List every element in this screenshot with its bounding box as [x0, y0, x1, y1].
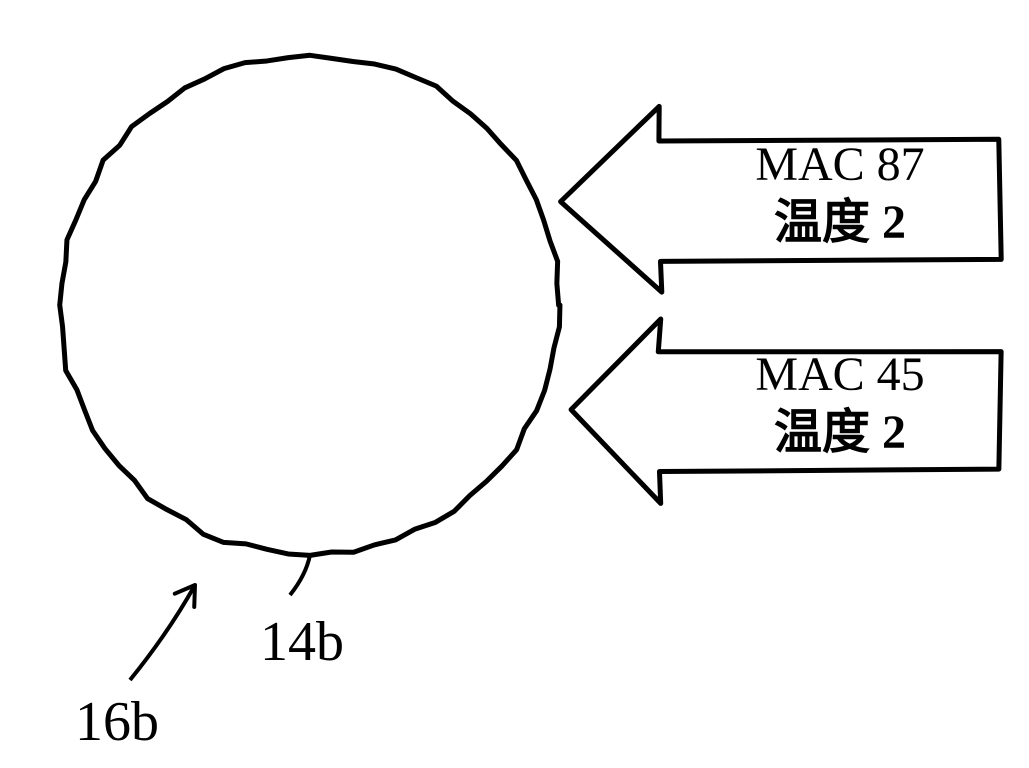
diagram-canvas: MAC 87温度 2MAC 45温度 216b14b [0, 0, 1029, 768]
arrow-top-label-line1: MAC 87 [755, 138, 924, 191]
main-circle [60, 55, 560, 555]
pointer-16b-label: 16b [75, 691, 159, 753]
arrow-bottom-label-line1: MAC 45 [755, 348, 924, 401]
arrow-bottom-label-line2: 温度 2 [774, 406, 906, 459]
arrow-top-label-line2: 温度 2 [774, 196, 906, 249]
pointer-14b-label: 14b [260, 611, 344, 673]
